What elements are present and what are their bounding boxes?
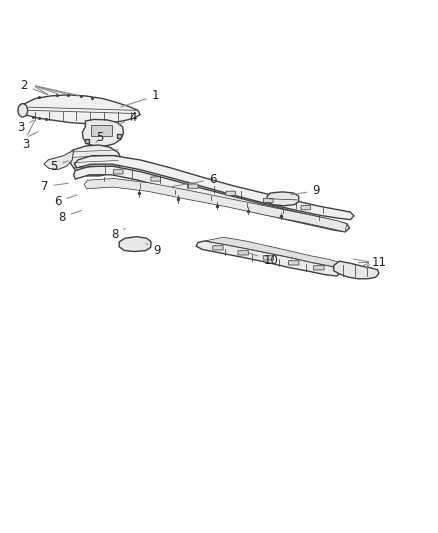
- FancyBboxPatch shape: [301, 206, 311, 210]
- Polygon shape: [74, 156, 354, 220]
- FancyBboxPatch shape: [188, 184, 198, 188]
- Polygon shape: [70, 145, 122, 176]
- Ellipse shape: [18, 103, 28, 117]
- Text: 9: 9: [291, 184, 320, 197]
- Text: 2: 2: [20, 79, 48, 95]
- Text: 5: 5: [50, 160, 68, 173]
- Text: 11: 11: [365, 256, 386, 269]
- Text: 10: 10: [249, 253, 278, 266]
- Text: 5: 5: [96, 131, 103, 144]
- FancyBboxPatch shape: [263, 256, 274, 260]
- Text: 1: 1: [121, 90, 159, 107]
- Text: 7: 7: [41, 180, 68, 193]
- Text: 8: 8: [59, 211, 81, 224]
- Polygon shape: [119, 237, 151, 252]
- Text: 4: 4: [119, 111, 138, 125]
- Polygon shape: [196, 241, 341, 276]
- Text: 6: 6: [54, 195, 77, 208]
- Text: 8: 8: [111, 228, 125, 241]
- FancyBboxPatch shape: [264, 198, 273, 203]
- Polygon shape: [91, 125, 112, 136]
- Polygon shape: [334, 261, 379, 279]
- Polygon shape: [267, 192, 299, 206]
- FancyBboxPatch shape: [226, 191, 236, 196]
- FancyBboxPatch shape: [151, 177, 160, 181]
- Text: 3: 3: [22, 134, 34, 151]
- FancyBboxPatch shape: [113, 169, 123, 174]
- FancyBboxPatch shape: [238, 251, 248, 255]
- Polygon shape: [84, 179, 347, 232]
- Text: 9: 9: [146, 244, 161, 257]
- Text: 6: 6: [171, 173, 216, 187]
- Polygon shape: [82, 119, 124, 146]
- Polygon shape: [74, 166, 350, 232]
- FancyBboxPatch shape: [314, 265, 324, 270]
- Polygon shape: [20, 95, 140, 124]
- FancyBboxPatch shape: [213, 246, 223, 250]
- Polygon shape: [205, 237, 339, 268]
- FancyBboxPatch shape: [288, 261, 299, 265]
- Text: 3: 3: [18, 120, 34, 134]
- Polygon shape: [44, 150, 74, 169]
